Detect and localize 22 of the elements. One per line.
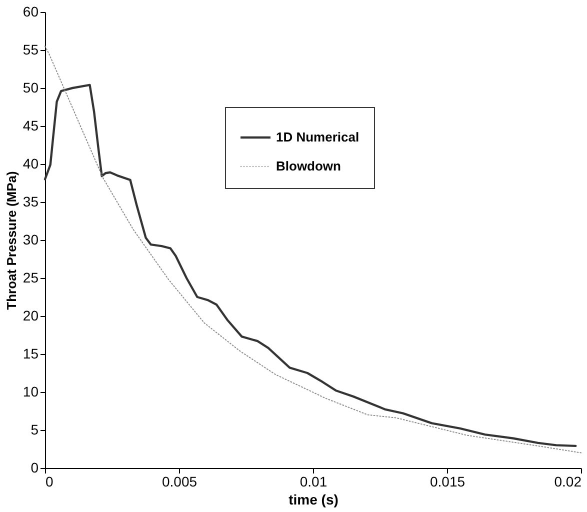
y-tick-label: 0 [30,460,39,476]
x-tick-label: 0.015 [430,474,466,490]
y-tick-label: 5 [30,422,39,438]
x-tick-label: 0.01 [300,474,328,490]
y-tick-label: 55 [22,42,39,58]
y-tick-label: 40 [22,156,39,172]
y-tick-label: 25 [22,270,39,286]
x-tick-label: 0.005 [162,474,198,490]
y-tick-label: 30 [22,232,39,248]
x-tick-label: 0 [46,474,54,490]
y-tick-label: 10 [22,384,39,400]
y-tick-label: 15 [22,346,39,362]
y-tick-label: 45 [22,118,39,134]
y-tick-label: 50 [22,80,39,96]
x-tick-label: 0.02 [554,474,582,490]
y-tick-label: 35 [22,194,39,210]
y-tick-label: 60 [22,4,39,20]
y-tick-label: 20 [22,308,39,324]
y-axis-title: Throat Pressure (MPa) [4,171,19,310]
legend-label: Blowdown [276,158,342,174]
legend-label: 1D Numerical [276,130,360,144]
x-axis-title: time (s) [288,492,338,508]
